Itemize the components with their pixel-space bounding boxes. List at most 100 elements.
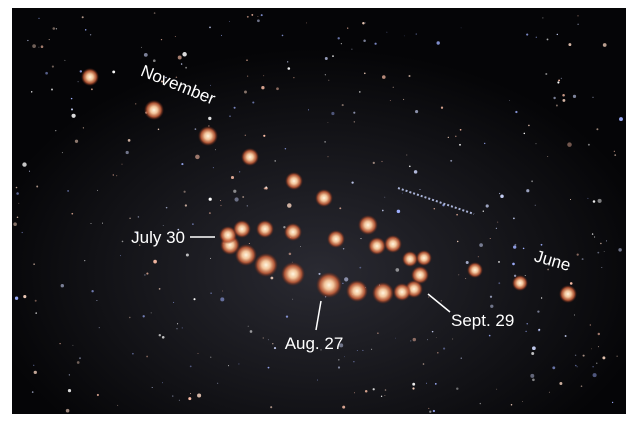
star (33, 365, 34, 366)
star (188, 397, 191, 400)
star (102, 223, 103, 224)
star (527, 323, 528, 324)
star (490, 305, 493, 308)
star (265, 186, 267, 188)
star (16, 187, 18, 189)
star (513, 245, 516, 248)
star (49, 39, 50, 40)
star (158, 129, 160, 131)
star (531, 352, 534, 355)
star (480, 403, 481, 404)
star (66, 409, 70, 413)
star (344, 277, 348, 281)
star (252, 101, 254, 103)
star (151, 312, 152, 313)
star (547, 156, 548, 157)
star (287, 61, 288, 62)
star (443, 348, 445, 350)
star (423, 363, 425, 365)
star (293, 77, 294, 78)
planet-image (402, 251, 418, 267)
star (75, 140, 78, 143)
star (562, 94, 565, 97)
star (56, 28, 57, 29)
star (575, 355, 576, 356)
star (530, 374, 534, 378)
star (347, 28, 348, 29)
star (33, 263, 35, 265)
star (162, 382, 163, 383)
star (71, 114, 75, 118)
star (592, 366, 593, 367)
star (261, 14, 263, 16)
star (354, 121, 355, 122)
star (390, 100, 391, 101)
star (38, 18, 39, 19)
star (577, 253, 579, 255)
star (324, 141, 326, 143)
star (229, 115, 231, 117)
star (351, 181, 353, 183)
star (67, 190, 69, 192)
star (338, 37, 340, 39)
star (161, 39, 162, 40)
star (542, 17, 543, 18)
star (612, 402, 613, 403)
star (458, 274, 459, 275)
star (603, 43, 607, 47)
star (342, 283, 343, 284)
star (270, 406, 272, 408)
planet-image (416, 250, 432, 266)
planet-image (241, 148, 259, 166)
star (153, 260, 157, 264)
star (606, 240, 607, 241)
planet-image (316, 272, 342, 298)
star (300, 246, 301, 247)
planet-image (256, 220, 274, 238)
star (359, 267, 361, 269)
star (245, 135, 246, 136)
star (53, 27, 56, 30)
star (360, 238, 361, 239)
planet-image (233, 220, 251, 238)
star (29, 171, 30, 172)
star (343, 248, 344, 249)
star (466, 261, 469, 264)
star (22, 232, 23, 233)
star (228, 365, 229, 366)
star (82, 16, 84, 18)
label-august: Aug. 27 (285, 334, 344, 353)
star (222, 291, 223, 292)
star (247, 76, 248, 77)
star (97, 190, 98, 191)
star (357, 350, 358, 351)
star (498, 261, 500, 263)
star (342, 104, 344, 106)
star (166, 207, 168, 209)
star (36, 186, 38, 188)
star (557, 81, 559, 83)
star (545, 73, 547, 75)
planet-image (254, 253, 278, 277)
planet-image (512, 275, 528, 291)
star (209, 212, 211, 214)
star (461, 357, 462, 358)
planet-image (198, 126, 218, 146)
star (331, 112, 334, 115)
star (325, 74, 326, 75)
star (408, 75, 410, 77)
star (177, 323, 178, 324)
planet-image (346, 280, 368, 302)
star (371, 349, 372, 350)
star (433, 410, 435, 412)
star (604, 251, 605, 252)
star (248, 326, 249, 327)
star (591, 348, 592, 349)
star (575, 365, 577, 367)
star (96, 300, 97, 301)
star (263, 135, 265, 137)
star (215, 149, 216, 150)
star (22, 162, 26, 166)
label-july: July 30 (131, 228, 185, 247)
star (456, 387, 458, 389)
